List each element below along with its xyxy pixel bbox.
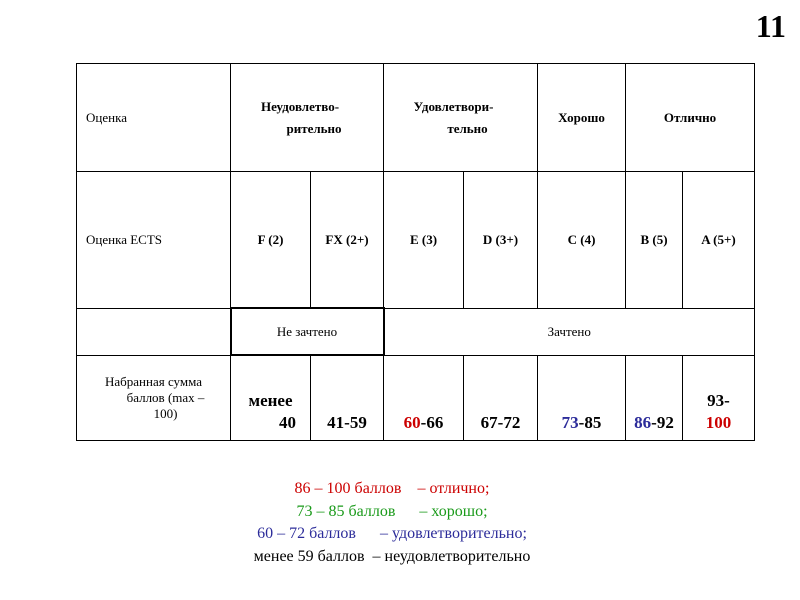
ects-f: F (2) — [230, 171, 311, 309]
score-e-high: -66 — [420, 413, 444, 432]
score-f-line-1: менее — [248, 391, 293, 410]
passed-cell: Зачтено — [382, 307, 756, 356]
satisfactory-header: Удовлетвори- тельно — [382, 63, 539, 172]
score-c: 73-85 — [537, 354, 627, 441]
score-f: менее 40 — [230, 354, 311, 441]
legend-good: 73 – 85 баллов – хорошо; — [296, 502, 488, 520]
excellent-header: Отлично — [625, 63, 756, 172]
satisfactory-line-1: Удовлетвори- — [413, 98, 494, 114]
ects-c: C (4) — [537, 171, 627, 309]
good-header: Хорошо — [537, 63, 627, 172]
ects-fx: FX (2+) — [310, 171, 384, 309]
score-e: 60-66 — [383, 354, 464, 441]
score-a-line-1: 93- — [707, 391, 730, 410]
score-legend: 86 – 100 баллов – отлично; 73 – 85 балло… — [0, 478, 784, 568]
pass-row: Не зачтено Зачтено — [76, 307, 756, 356]
satisfactory-line-2: тельно — [447, 120, 488, 136]
score-fx: 41-59 — [310, 354, 384, 441]
score-b: 86-92 — [625, 354, 684, 441]
score-c-low: 73 — [561, 413, 579, 432]
score-label-line-3: 100) — [153, 405, 178, 421]
score-e-low: 60 — [403, 413, 421, 432]
score-b-high: -92 — [651, 413, 674, 432]
legend-satisfactory: 60 – 72 баллов – удовлетворительно; — [257, 525, 527, 542]
score-c-high: -85 — [578, 413, 602, 432]
grade-table: Оценка Неудовлетво- рительно Удовлетвори… — [76, 63, 756, 441]
score-a-line-2: 100 — [705, 413, 732, 432]
score-b-low: 86 — [634, 413, 652, 432]
unsatisfactory-line-1: Неудовлетво- — [260, 98, 340, 114]
ects-d: D (3+) — [462, 171, 539, 309]
ects-a: A (5+) — [682, 171, 756, 309]
ects-row: Оценка ECTS F (2) FX (2+) E (3) D (3+) C… — [76, 171, 756, 309]
ects-e: E (3) — [383, 171, 464, 309]
score-label-line-2: баллов (max – — [126, 389, 205, 405]
grade-row: Оценка Неудовлетво- рительно Удовлетвори… — [76, 63, 756, 172]
legend-unsatisfactory: менее 59 баллов – неудовлетворительно — [253, 547, 531, 565]
not-passed-cell: Не зачтено — [229, 307, 385, 356]
unsatisfactory-header: Неудовлетво- рительно — [230, 63, 384, 172]
score-f-line-2: 40 — [279, 413, 296, 432]
score-a: 93- 100 — [682, 354, 756, 441]
ects-label: Оценка ECTS — [76, 171, 231, 309]
unsatisfactory-line-2: рительно — [286, 120, 342, 136]
score-label-line-1: Набранная сумма — [104, 373, 203, 389]
slide-number: 11 — [755, 8, 786, 44]
score-row: Набранная сумма баллов (max – 100) менее… — [76, 354, 756, 441]
legend-excellent: 86 – 100 баллов – отлично; — [294, 480, 490, 497]
ects-b: B (5) — [625, 171, 684, 309]
pass-label-empty — [76, 307, 231, 356]
grade-label: Оценка — [76, 63, 231, 172]
score-label: Набранная сумма баллов (max – 100) — [76, 354, 231, 441]
score-d: 67-72 — [462, 354, 539, 441]
